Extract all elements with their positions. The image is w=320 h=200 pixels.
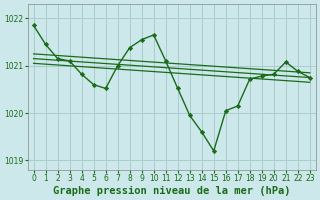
X-axis label: Graphe pression niveau de la mer (hPa): Graphe pression niveau de la mer (hPa) xyxy=(53,186,291,196)
